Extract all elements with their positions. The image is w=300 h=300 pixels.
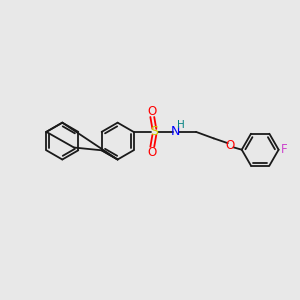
Text: F: F: [281, 143, 288, 156]
Text: H: H: [177, 120, 185, 130]
Text: N: N: [171, 125, 181, 138]
Text: O: O: [148, 105, 157, 118]
Text: O: O: [225, 139, 235, 152]
Text: O: O: [148, 146, 157, 159]
Text: S: S: [150, 125, 158, 138]
